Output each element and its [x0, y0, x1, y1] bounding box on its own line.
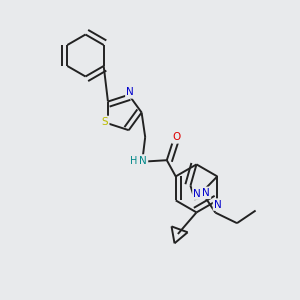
Text: O: O: [172, 132, 181, 142]
Text: S: S: [102, 117, 108, 127]
Text: N: N: [214, 200, 222, 210]
Text: N: N: [202, 188, 210, 198]
Text: N: N: [194, 189, 201, 199]
Text: H: H: [130, 155, 137, 166]
Text: N: N: [126, 87, 134, 98]
Text: N: N: [139, 155, 147, 166]
